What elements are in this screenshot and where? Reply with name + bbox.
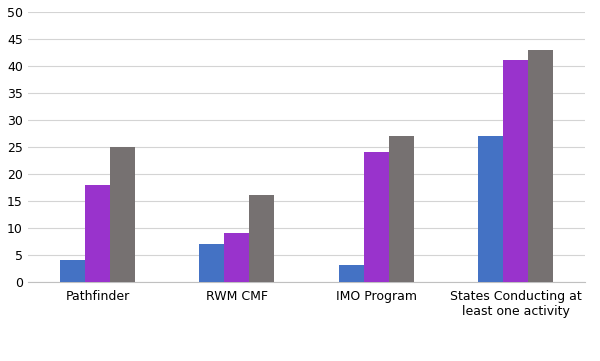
Bar (60, 260, 85, 282)
Bar (224, 233, 250, 282)
Bar (110, 147, 135, 282)
Bar (528, 50, 553, 282)
Bar (85, 184, 110, 282)
Bar (338, 265, 364, 282)
Bar (250, 195, 274, 282)
Bar (389, 136, 414, 282)
Bar (478, 136, 503, 282)
Bar (503, 61, 528, 282)
Bar (199, 244, 224, 282)
Bar (364, 152, 389, 282)
